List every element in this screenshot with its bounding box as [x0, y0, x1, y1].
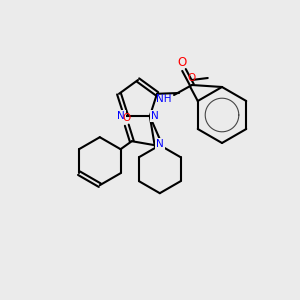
- Text: N: N: [151, 111, 159, 121]
- Text: O: O: [188, 73, 196, 83]
- Text: O: O: [177, 56, 187, 70]
- Text: NH: NH: [156, 94, 172, 104]
- Text: N: N: [117, 111, 125, 121]
- Text: O: O: [123, 113, 131, 123]
- Text: N: N: [156, 139, 164, 149]
